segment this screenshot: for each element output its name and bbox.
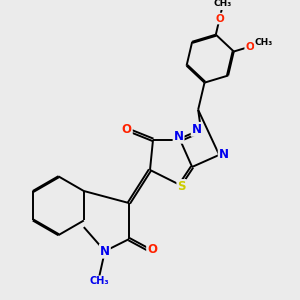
Text: CH₃: CH₃ xyxy=(89,276,109,286)
Text: O: O xyxy=(215,14,224,23)
Text: CH₃: CH₃ xyxy=(214,0,232,8)
Text: N: N xyxy=(219,148,229,161)
Text: N: N xyxy=(174,130,184,143)
Text: O: O xyxy=(122,123,132,136)
Text: S: S xyxy=(177,180,186,193)
Text: CH₃: CH₃ xyxy=(255,38,273,47)
Text: O: O xyxy=(147,243,157,256)
Text: N: N xyxy=(192,123,202,136)
Text: O: O xyxy=(245,42,254,52)
Text: N: N xyxy=(100,245,110,258)
